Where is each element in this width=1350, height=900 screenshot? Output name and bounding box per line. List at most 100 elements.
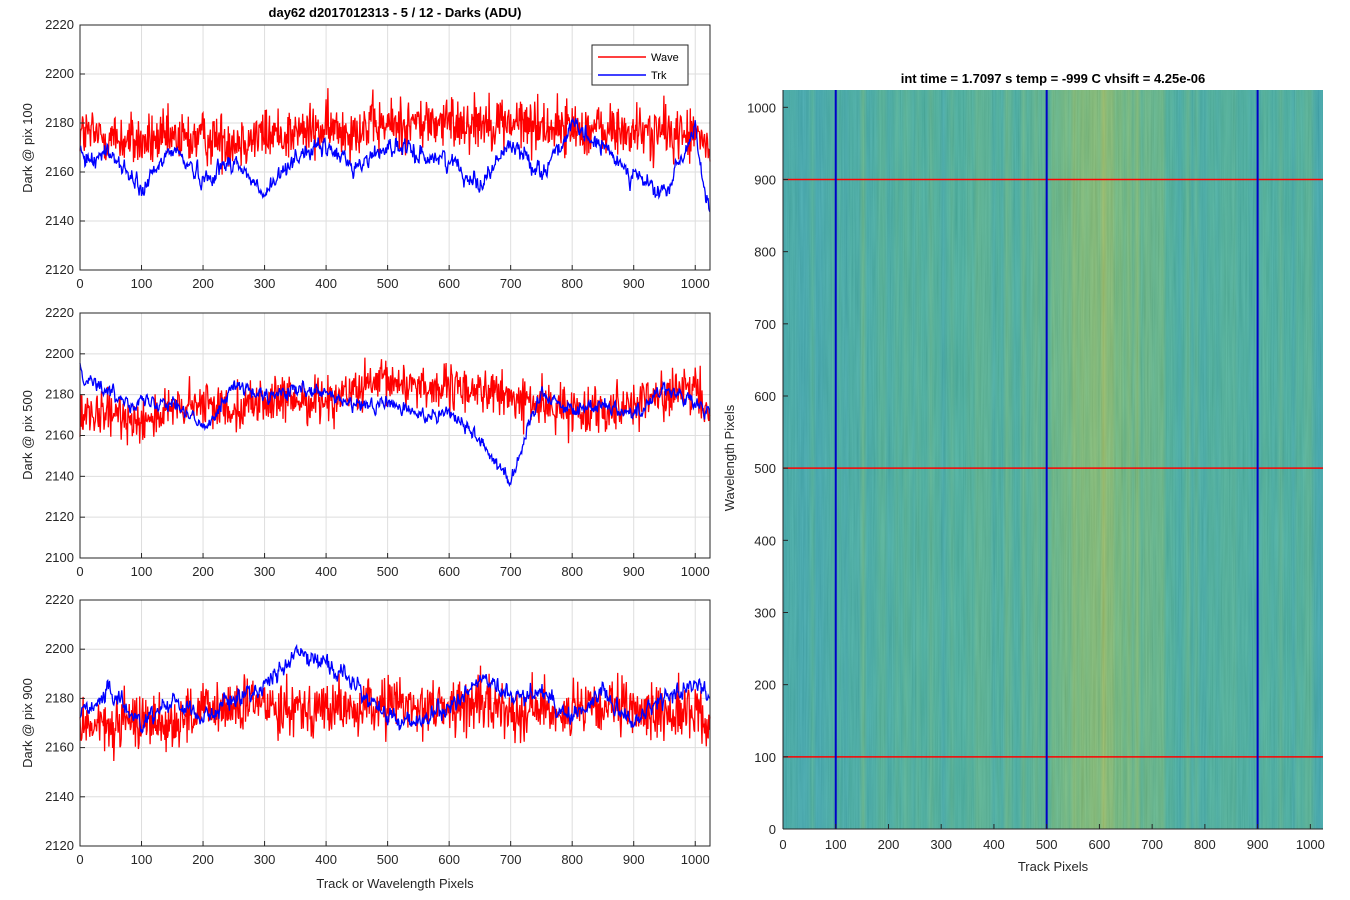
heatmap-y-tick-label: 400 [754,533,776,548]
y-tick-label: 2220 [45,305,74,320]
x-tick-label: 0 [76,276,83,291]
heatmap-x-axis-label: Track Pixels [1018,859,1089,874]
y-tick-label: 2140 [45,468,74,483]
heatmap-y-tick-label: 500 [754,461,776,476]
y-tick-label: 2160 [45,740,74,755]
dark-frame-heatmap: int time = 1.7097 s temp = -999 C vhsift… [722,71,1325,874]
heatmap-x-tick-label: 900 [1247,837,1269,852]
heatmap-x-tick-label: 1000 [1296,837,1325,852]
y-tick-label: 2180 [45,690,74,705]
x-tick-label: 800 [561,564,583,579]
svg-text:Wavelength Pixels: Wavelength Pixels [722,404,737,511]
y-tick-label: 2160 [45,428,74,443]
series-trk-line [79,117,711,213]
x-tick-label: 600 [438,564,460,579]
heatmap-x-tick-label: 600 [1089,837,1111,852]
figure-title: day62 d2017012313 - 5 / 12 - Darks (ADU) [269,5,522,20]
y-axis-label: Dark @ pix 100 [20,103,35,193]
x-tick-label: 1000 [681,564,710,579]
y-tick-label: 2200 [45,641,74,656]
series-wave-line [79,88,711,175]
heatmap-x-tick-label: 800 [1194,837,1216,852]
series-trk-line [79,643,711,735]
y-tick-label: 2220 [45,592,74,607]
heatmap-x-tick-label: 200 [878,837,900,852]
svg-text:Dark @ pix 900: Dark @ pix 900 [20,678,35,768]
heatmap-y-tick-label: 600 [754,389,776,404]
heatmap-noise-texture [783,90,1323,829]
x-axis-label: Track or Wavelength Pixels [316,876,474,891]
wave-trk-dark-plot-pix-900: Dark @ pix 900 Track or Wavelength Pixel… [20,592,711,891]
heatmap-x-tick-label: 300 [930,837,952,852]
x-tick-label: 100 [131,564,153,579]
x-tick-label: 0 [76,852,83,867]
x-tick-label: 300 [254,852,276,867]
legend-box [591,44,689,86]
x-tick-label: 500 [377,852,399,867]
y-tick-label: 2180 [45,387,74,402]
y-tick-label: 2160 [45,164,74,179]
y-tick-label: 2100 [45,550,74,565]
x-tick-label: 700 [500,564,522,579]
heatmap-x-tick-label: 100 [825,837,847,852]
heatmap-y-axis-label: Wavelength Pixels [722,404,737,511]
x-tick-label: 900 [623,564,645,579]
y-tick-label: 2180 [45,115,74,130]
wave-trk-dark-plot-pix-500: Dark @ pix 500 2100 2120 2140 2160 2180 2200 2… [20,305,711,579]
y-axis-label: Dark @ pix 500 [20,390,35,480]
x-tick-label: 300 [254,276,276,291]
y-tick-label: 2200 [45,66,74,81]
x-tick-label: 400 [315,564,337,579]
svg-text:Dark @ pix 100: Dark @ pix 100 [20,103,35,193]
x-tick-label: 100 [131,852,153,867]
x-tick-label: 200 [192,564,214,579]
x-tick-label: 600 [438,852,460,867]
legend-trk-label: Trk [651,70,667,82]
y-tick-label: 2120 [45,509,74,524]
heatmap-x-tick-label: 700 [1141,837,1163,852]
x-tick-label: 400 [315,852,337,867]
y-tick-label: 2140 [45,213,74,228]
heatmap-x-tick-label: 400 [983,837,1005,852]
heatmap-x-tick-label: 0 [779,837,786,852]
x-tick-label: 200 [192,276,214,291]
heatmap-y-tick-label: 1000 [747,100,776,115]
heatmap-y-tick-label: 900 [754,172,776,187]
x-tick-label: 100 [131,276,153,291]
x-tick-label: 800 [561,276,583,291]
x-tick-label: 900 [623,276,645,291]
y-tick-label: 2140 [45,789,74,804]
heatmap-y-tick-label: 300 [754,605,776,620]
heatmap-x-tick-label: 500 [1036,837,1058,852]
x-tick-label: 400 [315,276,337,291]
x-tick-label: 200 [192,852,214,867]
heatmap-y-tick-label: 700 [754,317,776,332]
y-tick-label: 2220 [45,17,74,32]
legend: Wave Trk [591,44,689,86]
axes-frame [79,24,711,271]
x-tick-label: 500 [377,276,399,291]
heatmap-y-tick-label: 0 [769,822,776,837]
series-wave-line [79,665,711,762]
heatmap-title: int time = 1.7097 s temp = -999 C vhsift… [901,71,1206,86]
y-axis-label: Dark @ pix 900 [20,678,35,768]
x-tick-label: 500 [377,564,399,579]
x-tick-label: 1000 [681,276,710,291]
x-tick-label: 700 [500,852,522,867]
x-tick-label: 700 [500,276,522,291]
heatmap-y-tick-label: 800 [754,245,776,260]
axes-frame [79,599,711,847]
x-tick-label: 0 [76,564,83,579]
x-tick-label: 1000 [681,852,710,867]
x-tick-label: 900 [623,852,645,867]
legend-wave-label: Wave [651,52,679,64]
x-tick-label: 800 [561,852,583,867]
y-tick-label: 2120 [45,262,74,277]
y-tick-label: 2200 [45,346,74,361]
heatmap-y-tick-label: 100 [754,750,776,765]
y-tick-label: 2120 [45,838,74,853]
x-tick-label: 600 [438,276,460,291]
svg-text:Dark @ pix 500: Dark @ pix 500 [20,390,35,480]
series-trk-line [79,363,711,488]
